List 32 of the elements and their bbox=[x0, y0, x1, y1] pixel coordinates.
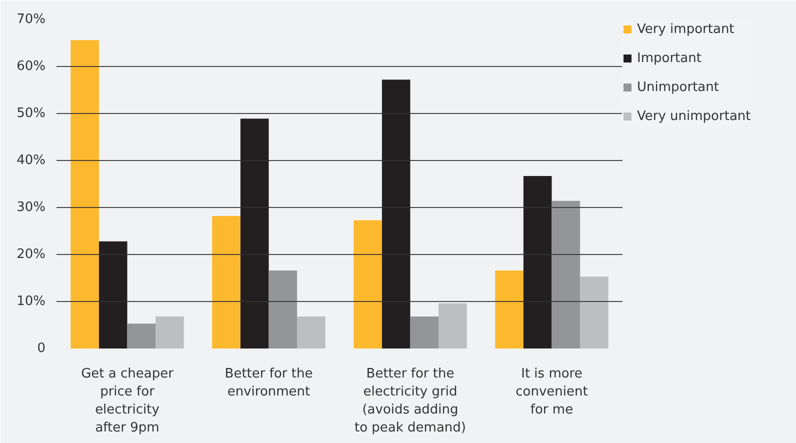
legend-label: Very unimportant bbox=[637, 108, 751, 126]
x-tick-label: Get a cheaper price for electricity after 9pm bbox=[81, 366, 174, 436]
bar bbox=[523, 176, 552, 348]
bar bbox=[127, 324, 156, 348]
bar bbox=[70, 40, 99, 348]
x-tick-label: It is more convenient for me bbox=[516, 366, 588, 418]
bar bbox=[552, 200, 580, 348]
x-tick-label: Better for the electricity grid (avoids adding to peak demand) bbox=[354, 366, 466, 436]
y-tick-label: 30% bbox=[16, 200, 46, 215]
y-tick-label: 0 bbox=[37, 341, 46, 356]
bar bbox=[156, 316, 184, 348]
y-tick-label: 20% bbox=[16, 247, 46, 262]
y-tick-label: 70% bbox=[16, 12, 46, 27]
legend-label: Very important bbox=[637, 20, 734, 38]
y-tick-label: 10% bbox=[16, 294, 46, 309]
bar bbox=[410, 316, 439, 348]
bar bbox=[580, 276, 608, 348]
bar bbox=[98, 241, 128, 348]
bar bbox=[382, 80, 410, 348]
bar bbox=[354, 220, 382, 348]
y-tick-label: 50% bbox=[16, 106, 46, 121]
bar bbox=[297, 316, 326, 348]
bar bbox=[438, 303, 467, 348]
bar bbox=[240, 118, 269, 348]
bar bbox=[268, 270, 298, 348]
x-tick-label: Better for the environment bbox=[224, 366, 313, 400]
y-tick-label: 40% bbox=[16, 153, 46, 168]
bar bbox=[212, 216, 240, 348]
legend-label: Unimportant bbox=[637, 78, 719, 96]
bar bbox=[495, 270, 524, 348]
y-tick-label: 60% bbox=[16, 59, 46, 74]
legend-label: Important bbox=[637, 50, 702, 68]
